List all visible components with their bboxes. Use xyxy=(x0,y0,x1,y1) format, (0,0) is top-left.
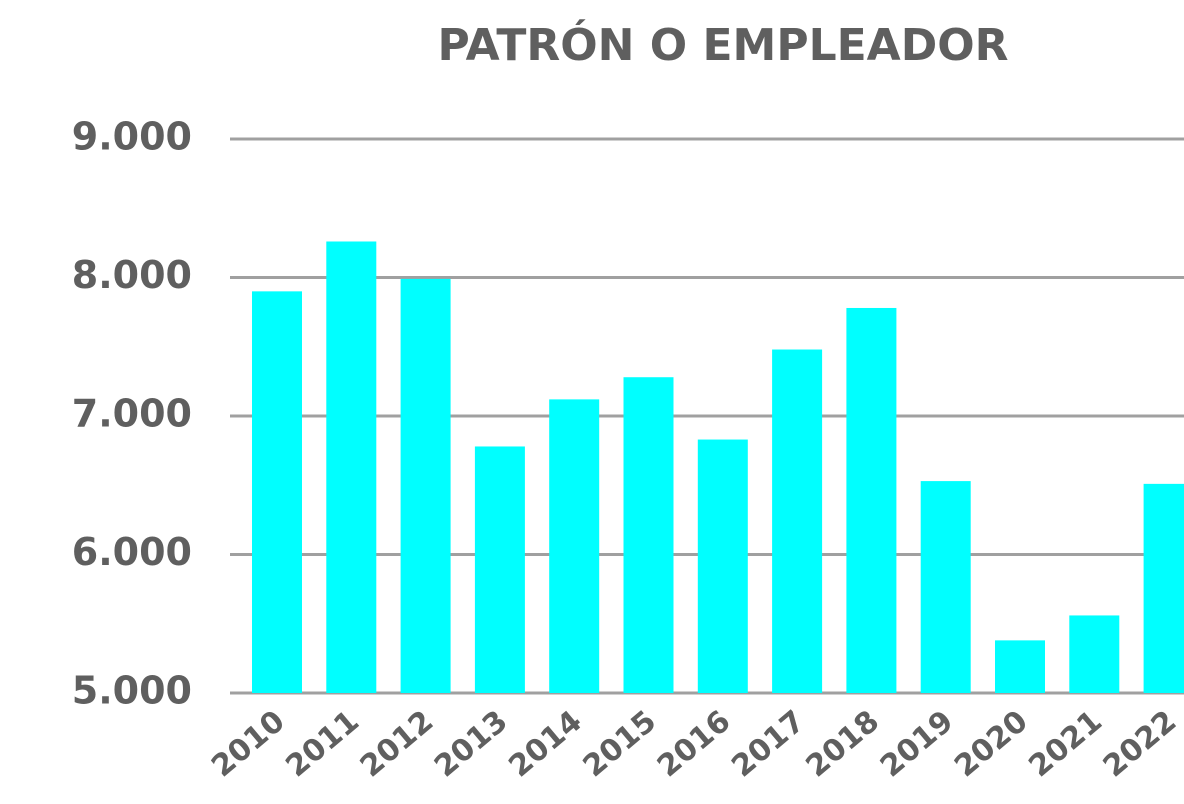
y-tick-label: 8.000 xyxy=(72,253,192,297)
y-tick-label: 6.000 xyxy=(72,530,192,574)
bar xyxy=(920,481,971,693)
bar xyxy=(252,291,302,693)
x-tick-label: 2021 xyxy=(1022,704,1108,784)
y-tick-label: 9.000 xyxy=(72,115,192,159)
x-tick-label: 2016 xyxy=(651,704,737,784)
x-tick-label: 2010 xyxy=(205,704,291,784)
bar xyxy=(846,307,897,693)
y-tick-label: 7.000 xyxy=(72,392,192,436)
bar xyxy=(474,446,525,693)
bar xyxy=(772,349,823,693)
x-tick-label: 2017 xyxy=(725,704,811,784)
bar xyxy=(623,377,674,693)
x-tick-label: 2020 xyxy=(948,704,1034,784)
x-tick-label: 2015 xyxy=(577,704,663,784)
bar xyxy=(1069,615,1120,693)
bar xyxy=(326,241,377,694)
x-tick-label: 2011 xyxy=(279,704,365,784)
x-tick-label: 2018 xyxy=(800,704,886,784)
x-tick-label: 2012 xyxy=(354,704,440,784)
bar xyxy=(697,439,748,693)
x-tick-label: 2022 xyxy=(1097,704,1183,784)
x-tick-label: 2014 xyxy=(502,704,588,784)
y-tick-label: 5.000 xyxy=(72,669,192,713)
chart-title: PATRÓN O EMPLEADOR xyxy=(437,18,1008,71)
bar xyxy=(995,640,1045,693)
bar xyxy=(549,399,600,693)
bar xyxy=(1143,483,1184,693)
x-tick-label: 2019 xyxy=(874,704,960,784)
bar xyxy=(400,278,451,693)
x-tick-label: 2013 xyxy=(428,704,514,784)
